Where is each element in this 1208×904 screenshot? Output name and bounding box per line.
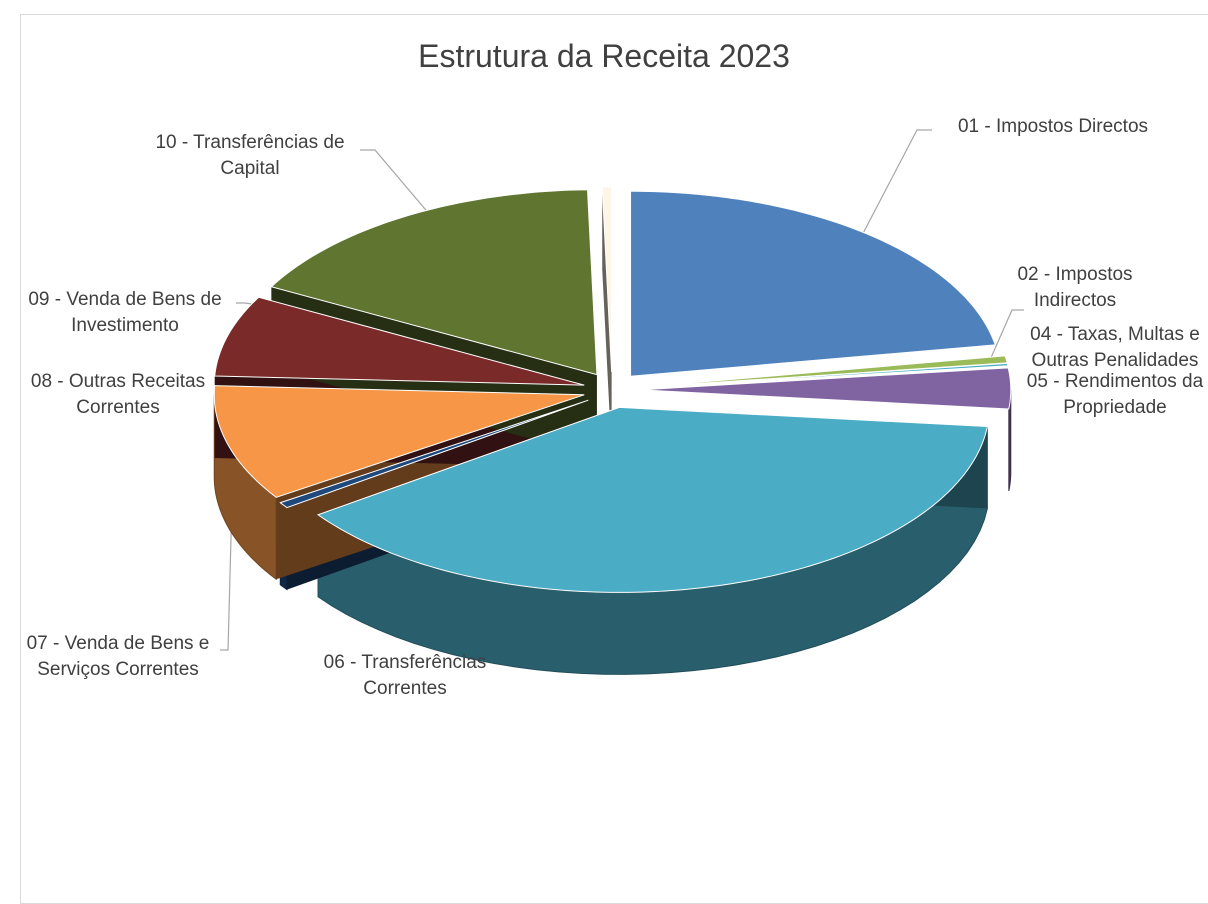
slice <box>630 190 996 377</box>
slice <box>213 385 585 498</box>
slice-label: 06 - Transferências Correntes <box>323 652 487 699</box>
slice-label: 07 - Venda de Bens e Serviços Correntes <box>26 633 210 680</box>
slice <box>270 189 598 376</box>
slice <box>214 296 585 386</box>
chart-title: Estrutura da Receita 2023 <box>418 38 790 74</box>
slice-label: 01 - Impostos Directos <box>957 116 1149 137</box>
slice <box>640 367 1012 410</box>
slice <box>640 362 1009 389</box>
slice-label: 04 - Taxas, Multas e Outras Penalidades <box>1030 324 1200 371</box>
slice-label: 05 - Rendimentos da Propriedade <box>1026 371 1204 418</box>
slice-label: 10 - Transferências de Capital <box>155 132 345 179</box>
slice-tops <box>213 186 1012 593</box>
slice <box>279 399 589 509</box>
slice-label: 02 - Impostos Indirectos <box>1017 264 1133 311</box>
slice-cut <box>602 187 612 455</box>
leader-line <box>360 149 437 223</box>
slice <box>316 406 988 593</box>
leader-lines <box>220 129 1024 651</box>
leader-line <box>989 309 1024 361</box>
slice-label: 09 - Venda de Bens de Investimento <box>28 289 222 336</box>
slice-label: 08 - Outras Receitas Correntes <box>30 371 206 418</box>
leader-line <box>857 129 932 244</box>
leader-line <box>220 499 233 651</box>
slice <box>601 186 613 373</box>
